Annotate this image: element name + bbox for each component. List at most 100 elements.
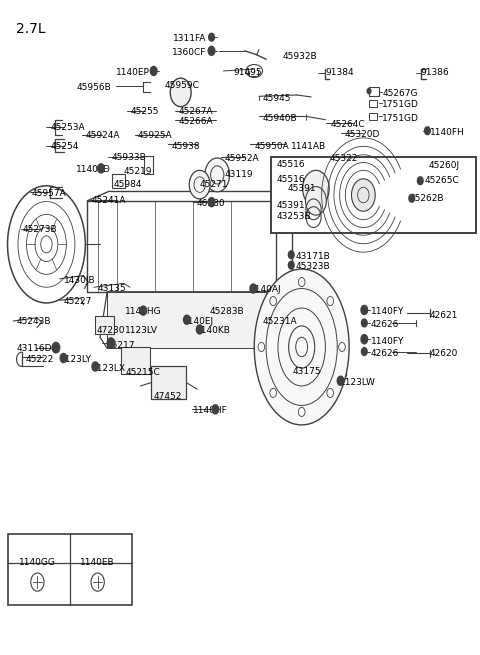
Text: 47230: 47230 xyxy=(96,326,125,335)
Text: 45267A: 45267A xyxy=(179,107,213,117)
Circle shape xyxy=(361,335,368,344)
Text: 45984: 45984 xyxy=(114,180,142,189)
Text: 45940B: 45940B xyxy=(263,114,298,123)
Circle shape xyxy=(107,338,115,348)
Circle shape xyxy=(150,66,157,75)
Text: 1140GG: 1140GG xyxy=(19,558,56,567)
Circle shape xyxy=(337,376,344,385)
Text: 45391: 45391 xyxy=(288,184,316,193)
Circle shape xyxy=(208,47,215,56)
Text: 45932B: 45932B xyxy=(283,52,317,60)
Text: 42626: 42626 xyxy=(371,320,399,329)
Text: 46580: 46580 xyxy=(196,199,225,208)
Text: 45254: 45254 xyxy=(50,141,79,151)
Text: 45260J: 45260J xyxy=(429,160,460,170)
Text: 45215C: 45215C xyxy=(125,369,160,377)
Text: 1141AB: 1141AB xyxy=(291,141,326,151)
Text: 1140EJ: 1140EJ xyxy=(183,316,214,326)
Bar xyxy=(107,291,268,348)
Text: 1140AJ: 1140AJ xyxy=(250,286,281,294)
Bar xyxy=(112,174,125,188)
Circle shape xyxy=(367,88,371,94)
Circle shape xyxy=(409,195,415,202)
Text: 45924A: 45924A xyxy=(86,132,120,140)
Text: 45952A: 45952A xyxy=(225,154,260,163)
Text: 1140KB: 1140KB xyxy=(196,326,231,335)
Bar xyxy=(151,366,186,399)
Circle shape xyxy=(140,306,146,315)
Circle shape xyxy=(92,362,98,371)
Text: 45217: 45217 xyxy=(106,341,135,350)
Circle shape xyxy=(305,187,326,215)
Circle shape xyxy=(60,354,67,363)
Text: 1140FY: 1140FY xyxy=(371,307,404,316)
Circle shape xyxy=(288,261,294,269)
Circle shape xyxy=(196,325,203,334)
Text: 1140FY: 1140FY xyxy=(371,337,404,346)
Text: 45267G: 45267G xyxy=(383,89,418,98)
Text: 1360CF: 1360CF xyxy=(172,48,207,56)
Text: 45956B: 45956B xyxy=(76,83,111,92)
Text: 45957A: 45957A xyxy=(31,189,66,198)
Circle shape xyxy=(212,405,219,414)
Text: 45933B: 45933B xyxy=(112,153,147,162)
Text: 43119: 43119 xyxy=(225,170,253,179)
Ellipse shape xyxy=(254,269,349,425)
Circle shape xyxy=(361,348,367,356)
Circle shape xyxy=(170,78,191,107)
Circle shape xyxy=(351,179,375,212)
Text: 45227: 45227 xyxy=(63,297,92,306)
Circle shape xyxy=(97,164,104,173)
Bar xyxy=(9,534,132,605)
Circle shape xyxy=(361,319,367,327)
Text: 1123LY: 1123LY xyxy=(60,355,92,364)
Text: 1123LW: 1123LW xyxy=(340,377,375,386)
Text: 1123LV: 1123LV xyxy=(125,326,158,335)
Circle shape xyxy=(288,251,294,259)
Text: 45323B: 45323B xyxy=(296,262,331,271)
Text: 45231A: 45231A xyxy=(263,316,298,326)
Text: 45925A: 45925A xyxy=(138,132,173,140)
Text: 45264C: 45264C xyxy=(330,120,365,129)
Text: 42626: 42626 xyxy=(371,349,399,358)
Bar xyxy=(369,113,377,120)
Text: 45950A: 45950A xyxy=(254,141,289,151)
Text: 1140HF: 1140HF xyxy=(192,406,228,415)
Text: 45255: 45255 xyxy=(131,107,159,117)
Circle shape xyxy=(209,33,215,41)
Circle shape xyxy=(183,315,190,324)
Text: 45262B: 45262B xyxy=(410,195,444,204)
Text: 1140FD: 1140FD xyxy=(76,165,111,174)
Text: 45516: 45516 xyxy=(277,175,306,184)
Text: 45253A: 45253A xyxy=(50,123,85,132)
Text: 45320D: 45320D xyxy=(344,130,380,139)
Text: 45271: 45271 xyxy=(200,180,228,189)
Text: 1140EB: 1140EB xyxy=(80,558,115,567)
Circle shape xyxy=(52,343,60,353)
Bar xyxy=(271,157,476,233)
Bar xyxy=(144,156,153,174)
Text: 43253B: 43253B xyxy=(277,212,312,221)
Text: 45945: 45945 xyxy=(263,94,291,103)
Text: 2.7L: 2.7L xyxy=(16,22,46,36)
Text: 42620: 42620 xyxy=(430,349,458,358)
Text: 47452: 47452 xyxy=(154,392,182,402)
Text: 43116D: 43116D xyxy=(17,345,52,354)
Text: 1751GD: 1751GD xyxy=(383,114,419,123)
Text: 1140EP: 1140EP xyxy=(116,67,150,77)
Bar xyxy=(121,347,150,374)
Text: 1751GD: 1751GD xyxy=(383,100,419,109)
Text: 91386: 91386 xyxy=(420,67,449,77)
Text: 1311FA: 1311FA xyxy=(173,34,207,43)
Text: 45266A: 45266A xyxy=(179,117,213,126)
Text: 45265C: 45265C xyxy=(424,176,459,185)
Text: 45241A: 45241A xyxy=(92,196,126,206)
Text: 45959C: 45959C xyxy=(164,81,199,90)
Text: 43171B: 43171B xyxy=(296,252,331,261)
Circle shape xyxy=(250,284,257,293)
Text: 91384: 91384 xyxy=(325,67,354,77)
Text: 45273B: 45273B xyxy=(23,225,57,234)
Text: 45938: 45938 xyxy=(171,141,200,151)
Text: 45219: 45219 xyxy=(124,167,152,176)
Text: 45243B: 45243B xyxy=(17,316,51,326)
